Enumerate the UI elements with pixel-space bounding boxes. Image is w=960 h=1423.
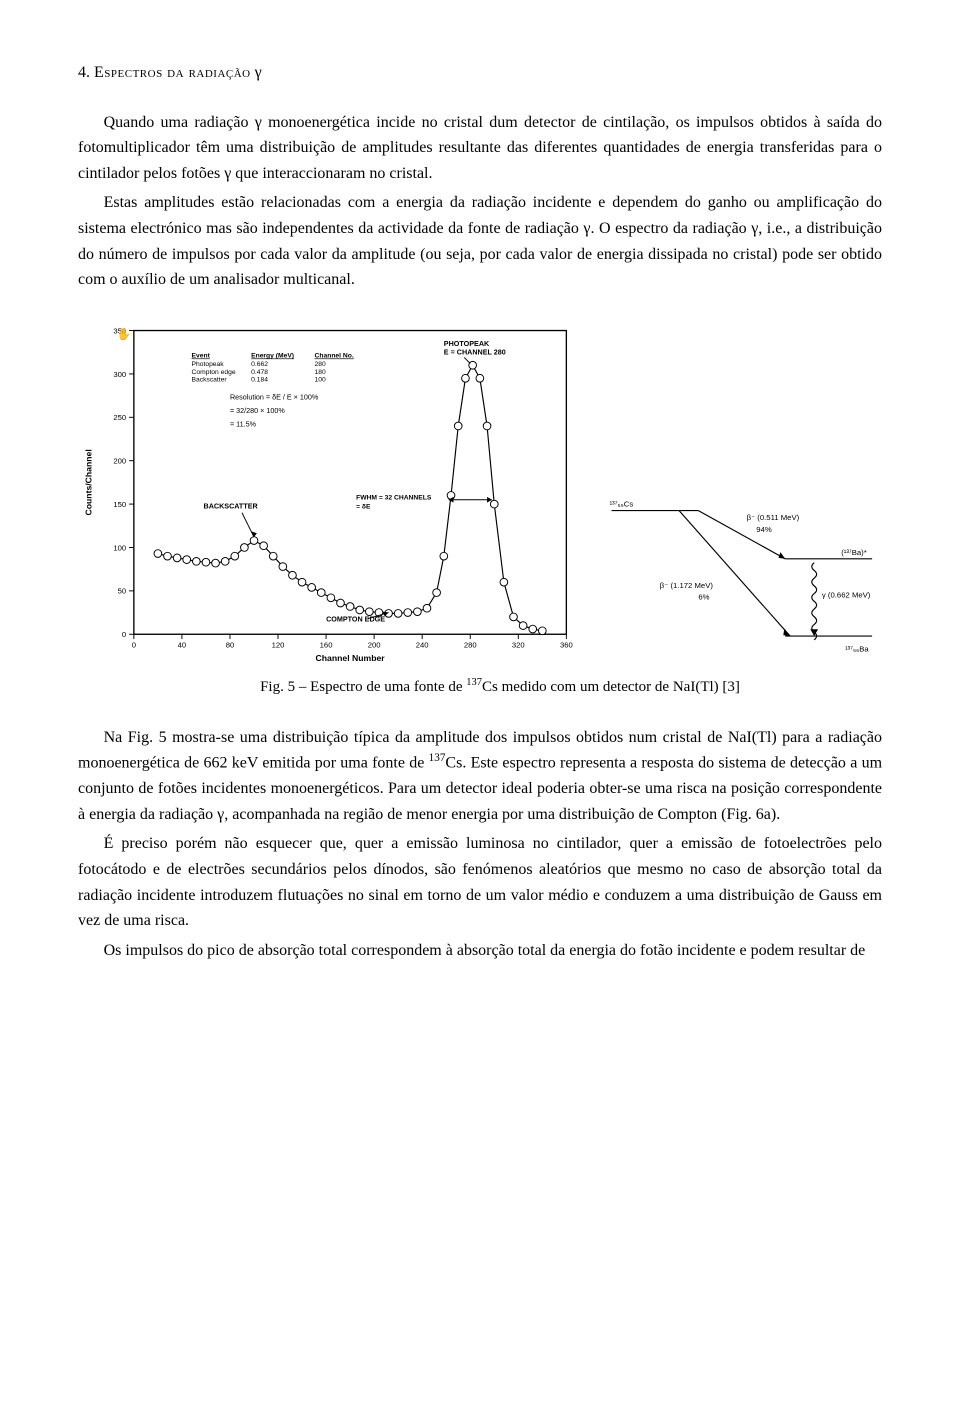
svg-text:50: 50	[118, 586, 127, 595]
svg-text:= 32/280 × 100%: = 32/280 × 100%	[230, 406, 285, 415]
svg-text:200: 200	[113, 456, 126, 465]
svg-text:94%: 94%	[756, 525, 772, 534]
fig5-iso-mass: 137	[466, 677, 482, 688]
figure-5: 0 40 80 120 160 200 240 280 320 360 0 50 100 150 200 25…	[78, 319, 882, 699]
svg-text:Counts/Channel: Counts/Channel	[84, 449, 94, 515]
svg-text:240: 240	[416, 640, 429, 649]
paragraph-4: É preciso porém não esquecer que, quer a…	[78, 831, 882, 933]
svg-text:Channel No.: Channel No.	[315, 352, 354, 359]
svg-text:0.184: 0.184	[251, 376, 268, 383]
svg-text:0.662: 0.662	[251, 361, 268, 368]
svg-text:¹³⁷₅₆Ba: ¹³⁷₅₆Ba	[845, 644, 869, 653]
svg-text:280: 280	[315, 361, 326, 368]
svg-text:40: 40	[178, 640, 187, 649]
svg-text:80: 80	[226, 640, 235, 649]
svg-text:(¹³⁷Ba)*: (¹³⁷Ba)*	[841, 548, 867, 557]
paragraph-1: Quando uma radiação γ monoenergética inc…	[78, 110, 882, 187]
svg-text:200: 200	[368, 640, 381, 649]
svg-text:280: 280	[464, 640, 477, 649]
section-title: Espectros da radiação	[94, 64, 251, 81]
fig5-cap-a: Fig. 5 – Espectro de uma fonte de	[260, 679, 466, 695]
svg-text:Channel Number: Channel Number	[316, 653, 386, 663]
figure-5-caption: Fig. 5 – Espectro de uma fonte de 137Cs …	[118, 675, 882, 699]
paragraph-5: Os impulsos do pico de absorção total co…	[78, 938, 882, 964]
svg-text:✋: ✋	[117, 327, 131, 341]
svg-text:γ (0.662 MeV): γ (0.662 MeV)	[822, 590, 871, 599]
svg-text:150: 150	[113, 500, 126, 509]
svg-text:Resolution = δE / E × 100%: Resolution = δE / E × 100%	[230, 392, 319, 401]
svg-text:PHOTOPEAK: PHOTOPEAK	[444, 339, 490, 348]
paragraph-3: Na Fig. 5 mostra-se uma distribuição típ…	[78, 725, 882, 828]
svg-text:= δE: = δE	[356, 503, 371, 510]
svg-text:0.478: 0.478	[251, 369, 268, 376]
svg-text:120: 120	[272, 640, 285, 649]
fig5-cap-b: Cs medido com um detector de NaI(Tl) [3]	[482, 679, 740, 695]
svg-text:Backscatter: Backscatter	[192, 376, 228, 383]
p3-iso-mass: 137	[429, 752, 446, 764]
svg-text:0: 0	[122, 630, 126, 639]
svg-text:FWHM = 32 CHANNELS: FWHM = 32 CHANNELS	[356, 494, 432, 501]
svg-text:300: 300	[113, 370, 126, 379]
svg-text:¹³⁷₅₅Cs: ¹³⁷₅₅Cs	[610, 499, 634, 508]
spectrum-chart: 0 40 80 120 160 200 240 280 320 360 0 50 100 150 200 25…	[78, 319, 578, 665]
section-number: 4.	[78, 64, 90, 81]
svg-text:160: 160	[320, 640, 333, 649]
svg-text:BACKSCATTER: BACKSCATTER	[204, 501, 259, 510]
svg-text:100: 100	[315, 376, 326, 383]
svg-text:180: 180	[315, 369, 326, 376]
svg-text:Event: Event	[192, 352, 211, 359]
svg-text:β⁻ (0.511 MeV): β⁻ (0.511 MeV)	[747, 513, 800, 522]
section-heading: 4. Espectros da radiação γ	[78, 60, 882, 86]
svg-text:Compton edge: Compton edge	[192, 369, 236, 376]
svg-text:0: 0	[132, 640, 136, 649]
svg-text:360: 360	[560, 640, 573, 649]
svg-text:250: 250	[113, 413, 126, 422]
svg-text:Photopeak: Photopeak	[192, 361, 225, 368]
section-title-tail: γ	[251, 64, 262, 81]
svg-text:6%: 6%	[698, 592, 709, 601]
svg-text:E = CHANNEL 280: E = CHANNEL 280	[444, 347, 506, 356]
svg-text:β⁻ (1.172 MeV): β⁻ (1.172 MeV)	[660, 581, 714, 590]
svg-text:100: 100	[113, 543, 126, 552]
svg-text:320: 320	[512, 640, 525, 649]
svg-text:Energy (MeV): Energy (MeV)	[251, 352, 294, 359]
paragraph-2: Estas amplitudes estão relacionadas com …	[78, 190, 882, 292]
decay-scheme: ¹³⁷₅₅Cs β⁻ (0.511 MeV) 94% (¹³⁷Ba)* β⁻ (1.17…	[592, 472, 882, 665]
svg-text:= 11.5%: = 11.5%	[230, 419, 257, 428]
